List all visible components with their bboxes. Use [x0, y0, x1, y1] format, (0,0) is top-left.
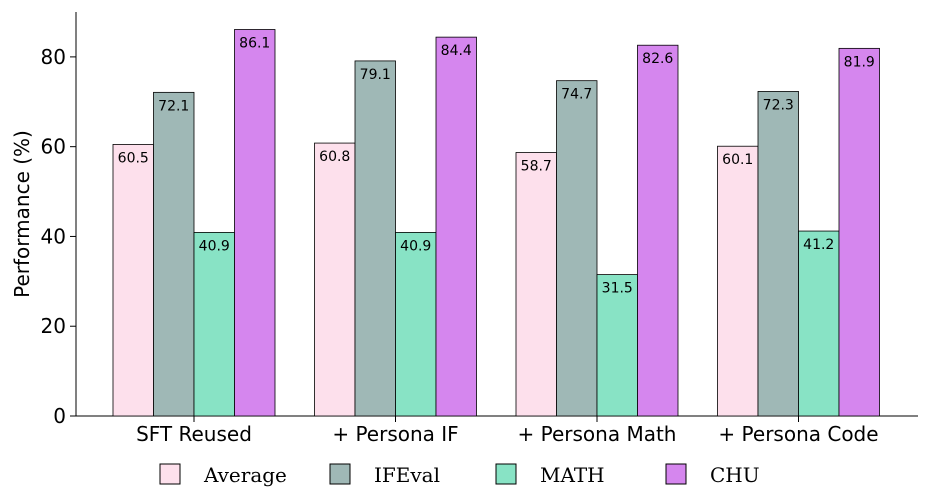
legend-label-math: MATH [540, 463, 605, 487]
bar-chu [838, 47, 880, 417]
legend-label-ifeval: IFEval [374, 463, 440, 487]
legend-swatch-math [495, 463, 517, 485]
data-labels: 60.5 72.1 40.9 86.1 60.8 79.1 40.9 84.4 58.7 74.7… [118, 36, 875, 297]
y-tick-label: 80 [41, 45, 66, 69]
data-label: 82.6 [642, 51, 673, 67]
bar-math [798, 230, 840, 417]
bar-math [395, 232, 437, 417]
y-ticks: 0 20 40 60 80 [41, 45, 76, 428]
data-label: 74.7 [561, 87, 592, 103]
legend-swatch-chu [665, 463, 687, 485]
bar-average [515, 152, 557, 417]
y-axis-title: Performance (%) [10, 130, 34, 298]
x-tick-label: + Persona Math [518, 422, 677, 446]
y-tick-label: 0 [53, 404, 66, 428]
legend: Average IFEval MATH CHU [159, 463, 760, 487]
x-tick-label: + Persona Code [718, 422, 878, 446]
bar-ifeval [757, 91, 799, 417]
y-tick-label: 60 [41, 135, 66, 159]
data-label: 58.7 [521, 159, 552, 175]
y-tick-label: 20 [41, 314, 66, 338]
legend-swatch-average [159, 463, 181, 485]
bar-ifeval [556, 80, 598, 417]
bar-ifeval [153, 91, 195, 417]
data-label: 40.9 [400, 238, 431, 254]
bar-average [717, 145, 759, 417]
data-label: 41.2 [803, 237, 834, 253]
data-label: 86.1 [239, 36, 270, 52]
data-label: 72.3 [763, 97, 794, 113]
data-label: 84.4 [441, 43, 472, 59]
bar-chu [234, 29, 276, 417]
bar-ifeval [354, 60, 396, 417]
x-tick-label: SFT Reused [136, 422, 252, 446]
x-ticks: SFT Reused + Persona IF + Persona Math + Pe… [136, 416, 879, 446]
data-label: 79.1 [360, 67, 391, 83]
y-tick-label: 40 [41, 224, 66, 248]
bar-average [314, 142, 356, 417]
legend-label-chu: CHU [710, 463, 760, 487]
data-label: 60.5 [118, 150, 149, 166]
bar-chu [435, 36, 477, 417]
legend-label-average: Average [203, 463, 287, 487]
data-label: 81.9 [844, 54, 875, 70]
data-label: 72.1 [158, 98, 189, 114]
bar-math [596, 274, 638, 417]
bar-average [112, 144, 154, 417]
data-label: 40.9 [199, 238, 230, 254]
bars [112, 29, 880, 417]
bar-chu [637, 44, 679, 417]
bar-math [193, 232, 235, 417]
data-label: 60.8 [319, 149, 350, 165]
legend-swatch-ifeval [329, 463, 351, 485]
data-label: 31.5 [602, 281, 633, 297]
x-tick-label: + Persona IF [332, 422, 458, 446]
data-label: 60.1 [722, 152, 753, 168]
